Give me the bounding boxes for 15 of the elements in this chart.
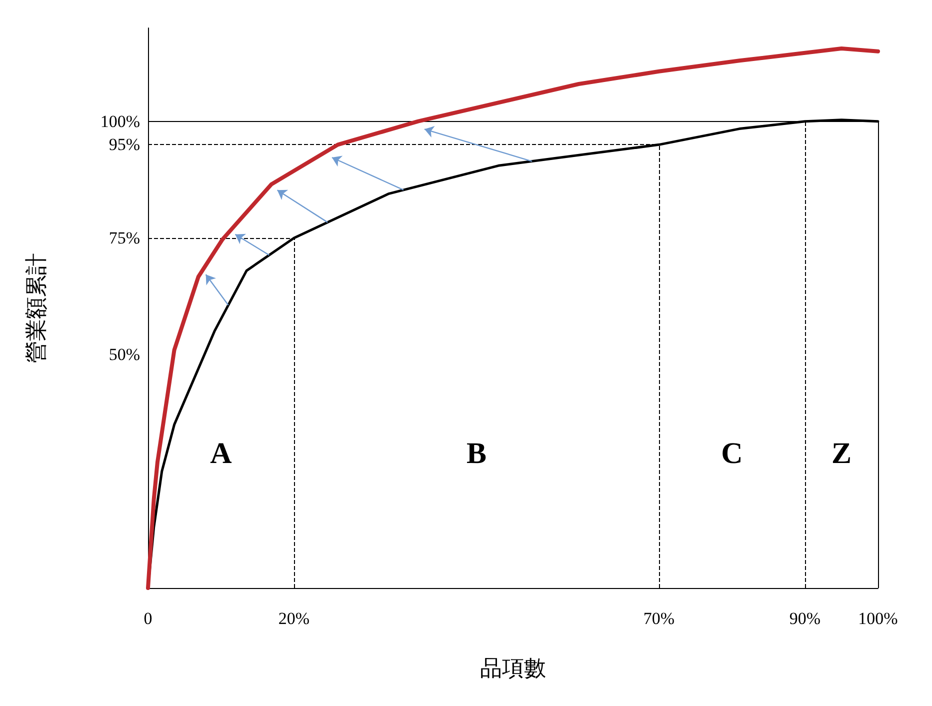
y-axis-title: 營業額累計 xyxy=(24,253,50,363)
annotation: B xyxy=(466,437,487,470)
annotation: Z xyxy=(831,437,852,470)
x-tick-label: 90% xyxy=(789,609,821,628)
x-tick-label: 0 xyxy=(144,609,152,628)
x-axis-title: 品項數 xyxy=(480,656,546,682)
x-tick-label: 70% xyxy=(643,609,675,628)
annotation: A xyxy=(210,437,232,470)
y-tick-label: 100% xyxy=(100,112,140,131)
y-tick-label: 75% xyxy=(108,228,140,248)
x-tick-label: 100% xyxy=(858,609,898,628)
y-tick-label: 50% xyxy=(108,345,140,364)
y-tick-label: 95% xyxy=(108,135,140,154)
annotation: C xyxy=(721,437,743,470)
x-tick-label: 20% xyxy=(278,609,310,628)
